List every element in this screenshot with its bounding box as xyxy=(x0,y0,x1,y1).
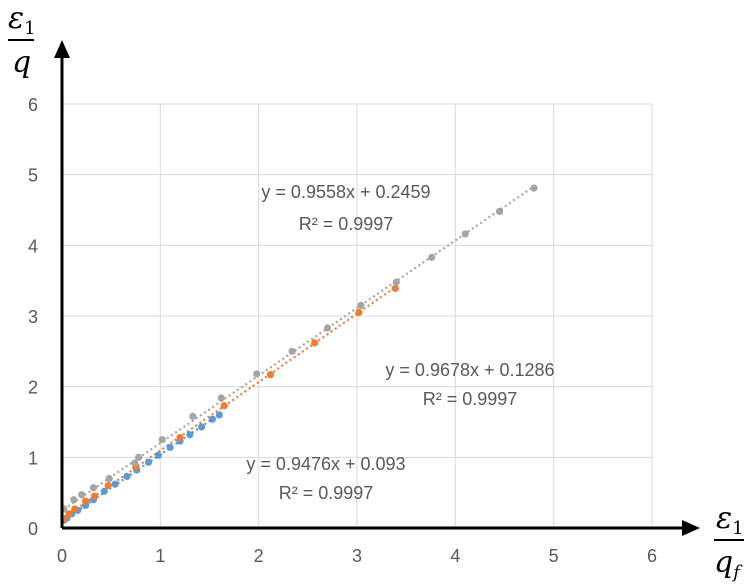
data-point-series-0 xyxy=(144,458,153,466)
data-point-series-0 xyxy=(100,487,108,495)
y-axis-arrow xyxy=(54,40,70,58)
data-point-series-0 xyxy=(186,431,194,439)
data-point-series-2 xyxy=(392,278,400,286)
orange-r-squared: R² = 0.9997 xyxy=(423,389,518,409)
orange-equation: y = 0.9678x + 0.1286 xyxy=(385,360,554,380)
trendlines xyxy=(63,185,535,521)
tick-labels: 0 1 2 3 4 5 6 0 1 2 3 4 5 6 xyxy=(28,95,657,566)
data-point-series-0 xyxy=(208,415,217,423)
data-point-series-0 xyxy=(123,472,131,481)
y-tick-label: 5 xyxy=(28,166,38,186)
gray-r-squared: R² = 0.9997 xyxy=(299,214,394,234)
data-point-series-0 xyxy=(166,443,174,452)
blue-equation: y = 0.9476x + 0.093 xyxy=(246,454,405,474)
y-tick-label: 3 xyxy=(28,307,38,327)
x-tick-label: 2 xyxy=(254,546,264,566)
blue-r-squared: R² = 0.9997 xyxy=(279,483,374,503)
data-point-series-2 xyxy=(131,459,139,467)
data-point-series-2 xyxy=(217,394,225,402)
data-point-series-0 xyxy=(215,411,223,419)
data-point-series-1 xyxy=(355,308,363,317)
y-tick-label: 1 xyxy=(28,448,38,468)
data-point-series-1 xyxy=(176,433,184,442)
x-axis-label: ε1 qf xyxy=(714,501,744,583)
trendline-series-1 xyxy=(63,286,396,519)
x-tick-label: 6 xyxy=(647,546,657,566)
data-point-series-0 xyxy=(154,451,162,459)
y-label-numerator: ε1 xyxy=(8,1,36,39)
trendline-series-2 xyxy=(63,185,535,511)
data-point-series-1 xyxy=(82,497,90,505)
x-tick-label: 4 xyxy=(450,546,460,566)
x-tick-label: 3 xyxy=(352,546,362,566)
x-tick-label: 5 xyxy=(549,546,559,566)
data-point-series-1 xyxy=(391,284,399,293)
trendline-series-0 xyxy=(63,413,220,521)
data-point-series-2 xyxy=(158,436,166,444)
data-point-series-2 xyxy=(189,412,197,420)
y-tick-label: 4 xyxy=(28,236,38,256)
data-point-series-2 xyxy=(461,230,469,238)
data-points xyxy=(60,184,538,524)
data-point-series-1 xyxy=(71,505,79,513)
gray-equation: y = 0.9558x + 0.2459 xyxy=(261,182,430,202)
data-point-series-1 xyxy=(311,339,319,347)
data-point-series-2 xyxy=(70,496,78,504)
data-point-series-0 xyxy=(198,423,206,431)
data-point-series-1 xyxy=(90,492,99,500)
data-point-series-1 xyxy=(65,510,73,518)
data-point-series-2 xyxy=(89,484,98,492)
data-point-series-1 xyxy=(220,402,228,410)
y-axis-label: ε1 q xyxy=(8,1,36,80)
x-tick-label: 1 xyxy=(155,546,165,566)
data-point-series-2 xyxy=(495,207,504,216)
y-tick-label: 0 xyxy=(28,519,38,539)
data-point-series-0 xyxy=(111,480,119,488)
x-axis-arrow xyxy=(682,520,700,536)
data-point-series-2 xyxy=(135,453,143,461)
data-point-series-2 xyxy=(428,253,436,261)
x-label-denominator: qf xyxy=(714,545,743,583)
y-tick-label: 6 xyxy=(28,95,38,115)
data-point-series-2 xyxy=(357,301,365,309)
data-point-series-2 xyxy=(253,370,261,378)
y-tick-label: 2 xyxy=(28,378,38,398)
data-point-series-1 xyxy=(104,482,112,490)
data-point-series-2 xyxy=(78,491,86,499)
data-point-series-2 xyxy=(105,474,113,483)
x-tick-label: 0 xyxy=(57,546,67,566)
data-point-series-2 xyxy=(530,184,538,192)
y-label-denominator: q xyxy=(12,45,31,80)
data-point-series-2 xyxy=(288,347,296,355)
data-point-series-1 xyxy=(266,371,275,379)
x-label-numerator: ε1 xyxy=(716,501,744,539)
data-point-series-2 xyxy=(323,324,332,332)
